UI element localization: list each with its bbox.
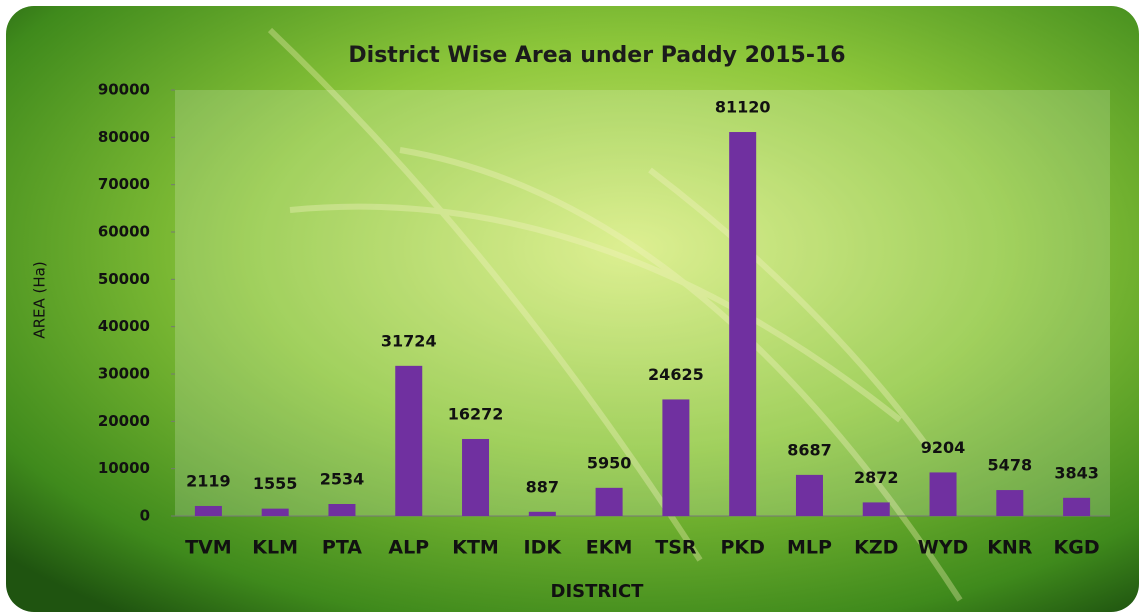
plot-area xyxy=(175,90,1110,516)
value-label: 24625 xyxy=(648,365,704,384)
value-label: 5950 xyxy=(587,453,632,472)
chart-title: District Wise Area under Paddy 2015-16 xyxy=(348,43,845,68)
y-axis-title: AREA (Ha) xyxy=(31,261,49,338)
bar xyxy=(863,502,890,516)
bar xyxy=(195,506,222,516)
value-label: 16272 xyxy=(448,404,504,423)
y-tick-label: 30000 xyxy=(98,365,150,383)
y-tick-label: 50000 xyxy=(98,270,150,288)
value-label: 2119 xyxy=(186,471,231,490)
value-label: 1555 xyxy=(253,474,298,493)
bar xyxy=(796,475,823,516)
bar xyxy=(529,512,556,516)
x-tick-label: PTA xyxy=(322,537,362,559)
value-label: 887 xyxy=(526,477,559,496)
x-tick-label: WYD xyxy=(918,537,969,559)
x-tick-label: ALP xyxy=(388,537,429,559)
y-tick-label: 20000 xyxy=(98,412,150,430)
bar xyxy=(596,488,623,516)
x-tick-label: KGD xyxy=(1054,537,1100,559)
y-tick-label: 0 xyxy=(140,507,150,525)
bar xyxy=(395,366,422,516)
y-tick-label: 10000 xyxy=(98,459,150,477)
bar xyxy=(996,490,1023,516)
bar xyxy=(662,399,689,516)
x-tick-label: KNR xyxy=(987,537,1033,559)
x-tick-label: KTM xyxy=(452,537,499,559)
value-label: 5478 xyxy=(988,456,1033,475)
bar xyxy=(930,472,957,516)
x-tick-label: EKM xyxy=(586,537,633,559)
x-tick-label: IDK xyxy=(524,537,563,559)
bar xyxy=(462,439,489,516)
y-tick-label: 70000 xyxy=(98,175,150,193)
y-tick-label: 40000 xyxy=(98,317,150,335)
value-label: 3843 xyxy=(1054,463,1099,482)
x-axis-title: DISTRICT xyxy=(551,581,645,602)
y-tick-label: 60000 xyxy=(98,223,150,241)
x-tick-label: PKD xyxy=(720,537,764,559)
bar xyxy=(729,132,756,516)
bar xyxy=(262,509,289,516)
x-tick-label: MLP xyxy=(787,537,832,559)
value-label: 8687 xyxy=(787,440,832,459)
value-label: 9204 xyxy=(921,438,966,457)
x-tick-label: KLM xyxy=(252,537,298,559)
chart: District Wise Area under Paddy 2015-16 D… xyxy=(0,0,1145,612)
value-label: 81120 xyxy=(715,98,771,117)
x-tick-label: KZD xyxy=(854,537,898,559)
x-tick-label: TSR xyxy=(655,537,697,559)
page: {"chart_data": {"type": "bar", "title": … xyxy=(0,0,1145,612)
bar xyxy=(328,504,355,516)
bar xyxy=(1063,498,1090,516)
x-tick-label: TVM xyxy=(185,537,232,559)
y-tick-label: 90000 xyxy=(98,81,150,99)
value-label: 2872 xyxy=(854,468,899,487)
value-label: 31724 xyxy=(381,331,437,350)
value-label: 2534 xyxy=(320,470,365,489)
y-tick-label: 80000 xyxy=(98,128,150,146)
